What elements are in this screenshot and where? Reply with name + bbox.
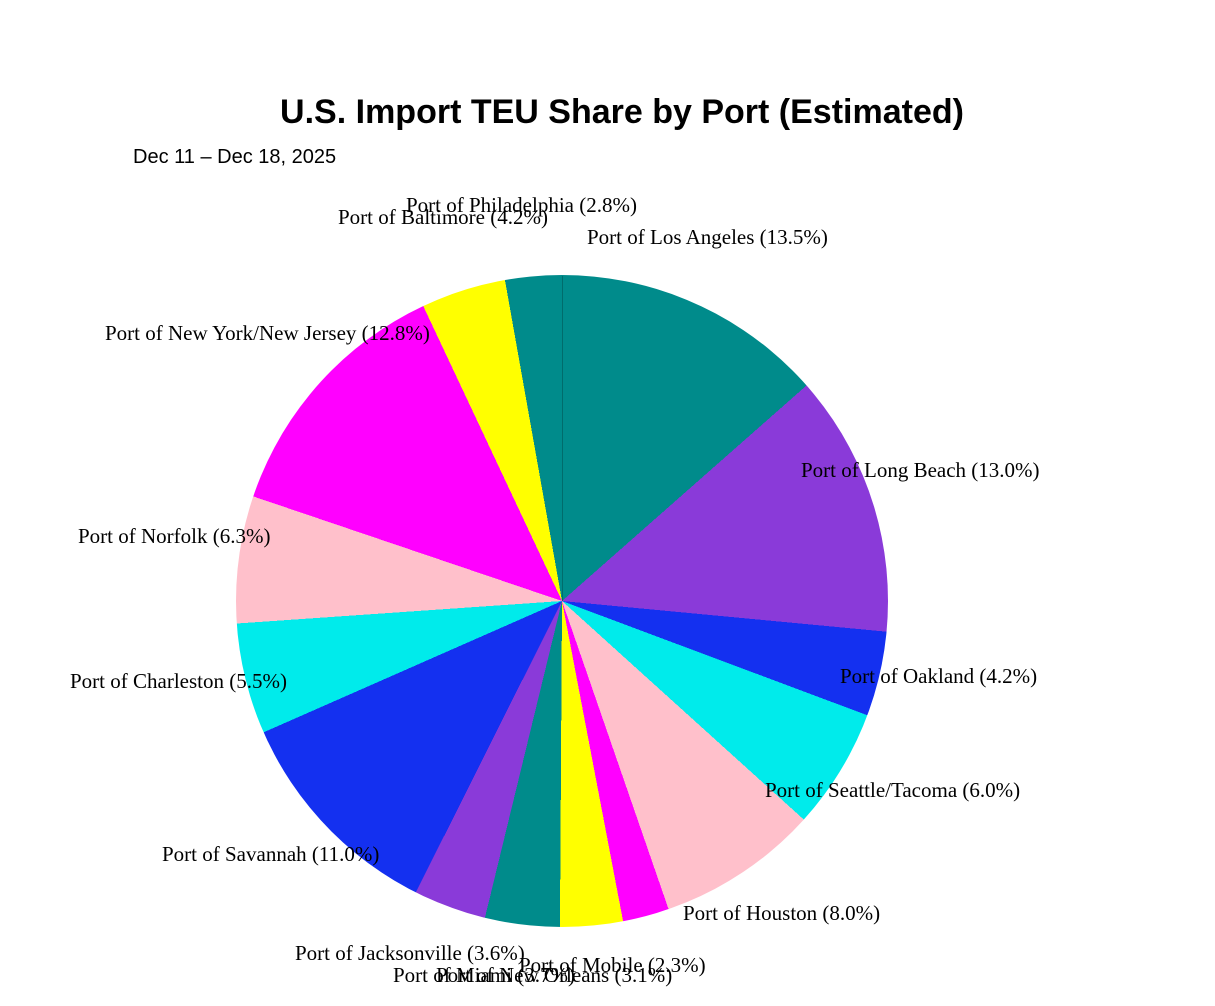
- slice-boundary-top-divider: [562, 276, 563, 601]
- slice-label-port-of-savannah: Port of Savannah (11.0%): [162, 842, 380, 866]
- slice-label-port-of-jacksonville: Port of Jacksonville (3.6%): [295, 941, 525, 965]
- slice-label-port-of-oakland: Port of Oakland (4.2%): [840, 664, 1038, 688]
- slice-label-port-of-long-beach: Port of Long Beach (13.0%): [801, 458, 1040, 482]
- slice-label-port-of-norfolk: Port of Norfolk (6.3%): [78, 524, 271, 548]
- slice-label-port-of-new-orleans: Port of New Orleans (3.1%): [436, 963, 673, 987]
- chart-title: U.S. Import TEU Share by Port (Estimated…: [280, 93, 964, 131]
- slice-label-port-of-mobile: Port of Mobile (2.3%): [519, 953, 706, 977]
- slice-label-port-of-seattle-tacoma: Port of Seattle/Tacoma (6.0%): [765, 778, 1021, 802]
- slice-label-port-of-miami: Port of Miami (3.7%): [393, 963, 575, 987]
- chart-subtitle: Dec 11 – Dec 18, 2025: [133, 146, 337, 168]
- slice-label-port-of-houston: Port of Houston (8.0%): [683, 901, 881, 925]
- slice-label-port-of-los-angeles: Port of Los Angeles (13.5%): [587, 225, 828, 249]
- slice-label-port-of-philadelphia: Port of Philadelphia (2.8%): [406, 193, 637, 217]
- slice-label-port-of-charleston: Port of Charleston (5.5%): [70, 669, 287, 693]
- pie-chart: [236, 275, 888, 927]
- slice-label-port-of-new-york-new-jersey: Port of New York/New Jersey (12.8%): [105, 321, 430, 345]
- slice-label-port-of-baltimore: Port of Baltimore (4.2%): [338, 205, 548, 229]
